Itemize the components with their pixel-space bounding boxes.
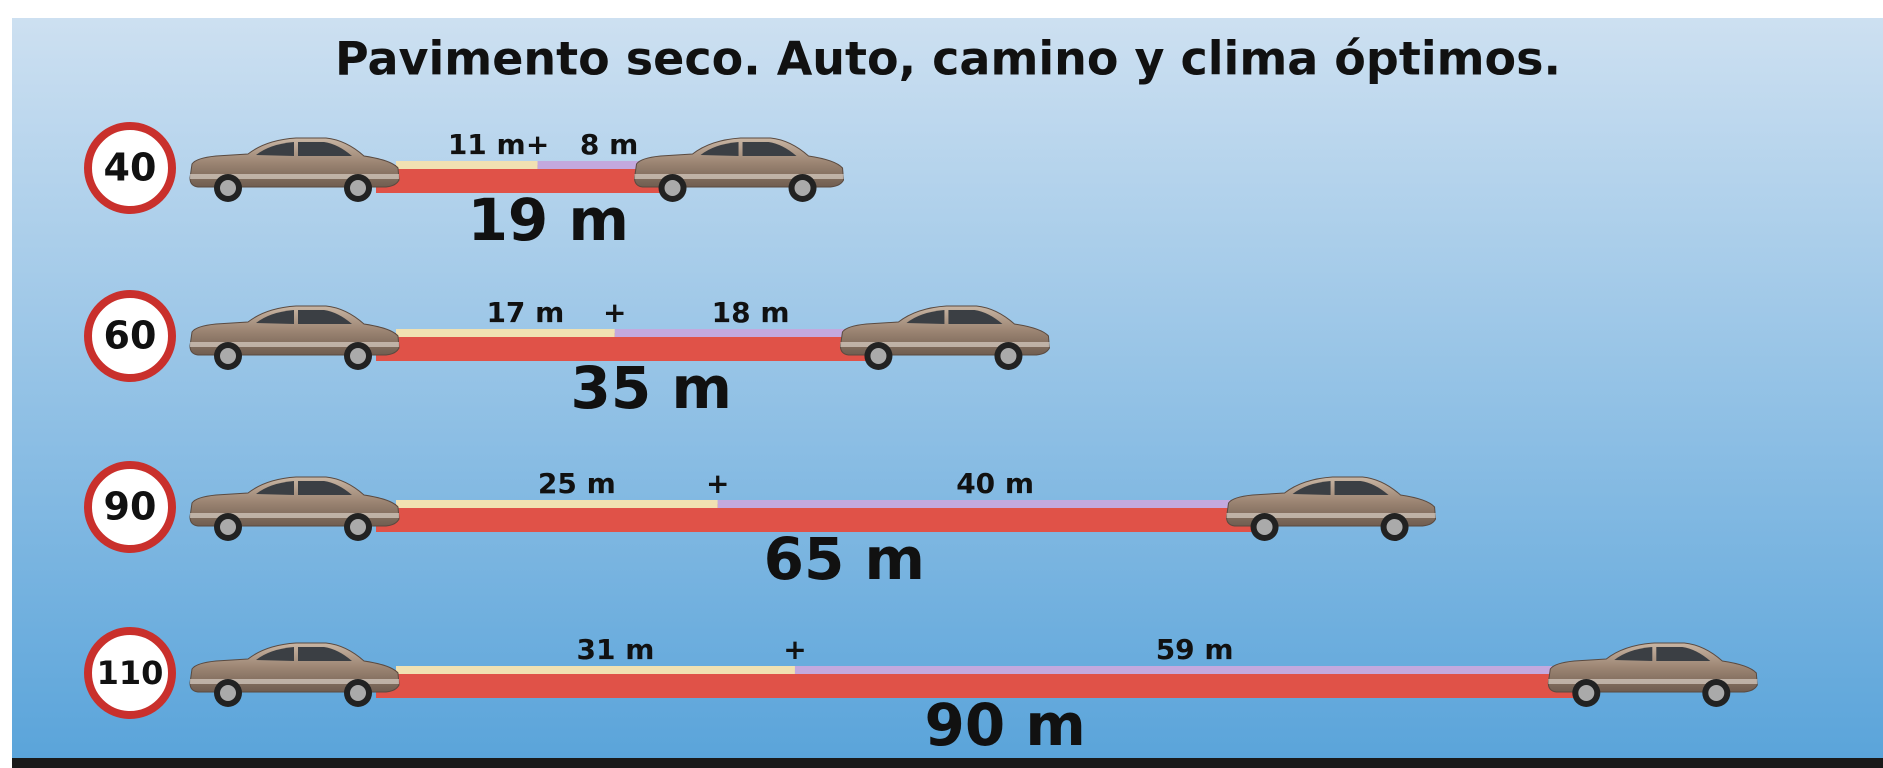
total-bar: [376, 165, 661, 193]
speed-sign: [84, 627, 176, 719]
reaction-bar: [396, 161, 538, 169]
total-label: 19 m: [468, 186, 629, 254]
reaction-label: 31 m: [577, 633, 655, 666]
speed-label: 110: [97, 654, 164, 692]
braking-bar: [614, 329, 847, 337]
total-bar: [376, 333, 867, 361]
plus-sign: +: [783, 633, 806, 666]
speed-sign: [84, 290, 176, 382]
total-bar: [376, 504, 1253, 532]
braking-label: 18 m: [712, 296, 790, 329]
title: Pavimento seco. Auto, camino y clima ópt…: [335, 32, 1561, 86]
total-label: 35 m: [571, 354, 732, 422]
bottom-strip: [12, 758, 1883, 768]
reaction-bar: [396, 666, 795, 674]
speed-label: 40: [104, 146, 157, 190]
reaction-bar: [396, 329, 615, 337]
plus-sign: +: [526, 128, 549, 161]
total-label: 90 m: [924, 691, 1085, 759]
speed-sign: [84, 461, 176, 553]
braking-bar: [717, 500, 1233, 508]
total-label: 65 m: [764, 525, 925, 593]
reaction-label: 11 m: [448, 128, 526, 161]
braking-label: 59 m: [1156, 633, 1234, 666]
plus-sign: +: [706, 467, 729, 500]
reaction-label: 17 m: [486, 296, 564, 329]
reaction-label: 25 m: [538, 467, 616, 500]
braking-bar: [537, 161, 641, 169]
reaction-bar: [396, 500, 718, 508]
speed-sign: [84, 122, 176, 214]
speed-label: 90: [104, 485, 157, 529]
braking-label: 40 m: [956, 467, 1034, 500]
plus-sign: +: [603, 296, 626, 329]
braking-label: 8 m: [580, 128, 638, 161]
speed-label: 60: [104, 314, 157, 358]
braking-bar: [794, 666, 1555, 674]
total-bar: [376, 670, 1575, 698]
